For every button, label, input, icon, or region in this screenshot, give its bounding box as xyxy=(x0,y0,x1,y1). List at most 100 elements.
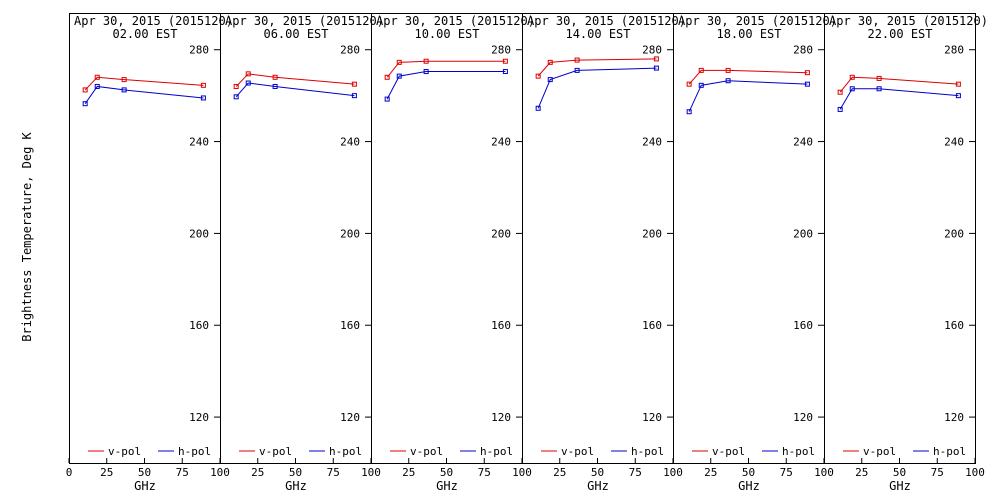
data-point-h-pol xyxy=(849,86,855,92)
data-point-v-pol xyxy=(653,56,659,62)
data-point-v-pol xyxy=(121,77,127,83)
y-tick-label: 240 xyxy=(340,136,360,149)
x-tick-label: 25 xyxy=(855,466,868,479)
y-tick-label: 280 xyxy=(491,44,511,57)
x-tick-label: 25 xyxy=(251,466,264,479)
data-point-v-pol xyxy=(423,58,429,64)
data-point-h-pol xyxy=(245,80,251,86)
panel-time: 06.00 EST xyxy=(263,27,328,41)
legend-label-v-pol: v-pol xyxy=(259,445,292,458)
x-tick-label: 100 xyxy=(814,466,834,479)
data-point-h-pol xyxy=(502,69,508,75)
y-tick-label: 280 xyxy=(340,44,360,57)
x-tick-label: 100 xyxy=(512,466,532,479)
x-tick-label: 50 xyxy=(591,466,604,479)
legend-label-h-pol: h-pol xyxy=(178,445,211,458)
data-point-v-pol xyxy=(82,87,88,93)
data-point-v-pol xyxy=(837,89,843,95)
data-point-v-pol xyxy=(233,83,239,89)
legend-label-v-pol: v-pol xyxy=(561,445,594,458)
data-point-h-pol xyxy=(396,73,402,79)
data-point-h-pol xyxy=(876,86,882,92)
data-point-v-pol xyxy=(245,71,251,77)
x-tick-label: 50 xyxy=(742,466,755,479)
series-line-h-pol xyxy=(235,82,355,98)
series-line-v-pol xyxy=(235,73,355,87)
x-axis-label: GHz xyxy=(134,479,156,493)
x-axis-label: GHz xyxy=(738,479,760,493)
data-point-v-pol xyxy=(804,70,810,76)
x-tick-label: 75 xyxy=(780,466,793,479)
y-tick-label: 160 xyxy=(491,319,511,332)
series-line-v-pol xyxy=(839,76,959,93)
panel-title: Apr 30, 2015 (2015120) xyxy=(527,14,686,28)
x-tick-label: 25 xyxy=(100,466,113,479)
y-tick-label: 160 xyxy=(642,319,662,332)
panel-time: 10.00 EST xyxy=(414,27,479,41)
y-tick-label: 120 xyxy=(793,411,813,424)
data-point-h-pol xyxy=(94,83,100,89)
data-point-v-pol xyxy=(535,73,541,79)
y-tick-label: 120 xyxy=(944,411,964,424)
data-point-v-pol xyxy=(396,59,402,65)
panel-frame xyxy=(824,13,976,464)
legend-label-v-pol: v-pol xyxy=(108,445,141,458)
data-point-h-pol xyxy=(698,82,704,88)
data-point-v-pol xyxy=(698,67,704,73)
series-line-h-pol xyxy=(688,80,808,112)
data-point-v-pol xyxy=(849,74,855,80)
data-point-v-pol xyxy=(574,57,580,63)
panel-title: Apr 30, 2015 (2015120) xyxy=(678,14,837,28)
y-tick-label: 240 xyxy=(189,136,209,149)
y-tick-label: 240 xyxy=(491,136,511,149)
x-tick-label: 100 xyxy=(965,466,985,479)
data-point-h-pol xyxy=(547,77,553,83)
panel-title: Apr 30, 2015 (2015120) xyxy=(829,14,988,28)
panel-2: Apr 30, 2015 (2015120)06.00 EST 120 160 200… xyxy=(219,13,384,493)
legend-label-h-pol: h-pol xyxy=(631,445,664,458)
x-tick-label: 75 xyxy=(478,466,491,479)
y-tick-label: 200 xyxy=(944,227,964,240)
x-tick-label: 25 xyxy=(402,466,415,479)
panel-5: Apr 30, 2015 (2015120)18.00 EST 120 160 200… xyxy=(672,13,837,493)
x-tick-label: 25 xyxy=(553,466,566,479)
data-point-v-pol xyxy=(955,81,961,87)
x-axis-label: GHz xyxy=(285,479,307,493)
data-point-h-pol xyxy=(200,95,206,101)
panel-3: Apr 30, 2015 (2015120)10.00 EST 120 160 200… xyxy=(370,13,535,493)
x-tick-label: 100 xyxy=(361,466,381,479)
y-tick-label: 120 xyxy=(189,411,209,424)
series-line-h-pol xyxy=(839,88,959,110)
x-axis-label: GHz xyxy=(587,479,609,493)
data-point-h-pol xyxy=(653,65,659,71)
panel-title: Apr 30, 2015 (2015120) xyxy=(74,14,233,28)
x-tick-label: 75 xyxy=(176,466,189,479)
y-tick-label: 160 xyxy=(189,319,209,332)
x-tick-label: 50 xyxy=(138,466,151,479)
y-tick-label: 120 xyxy=(340,411,360,424)
y-tick-label: 280 xyxy=(793,44,813,57)
data-point-v-pol xyxy=(94,74,100,80)
x-tick-label: 0 xyxy=(66,466,73,479)
data-point-h-pol xyxy=(804,81,810,87)
x-tick-label: 100 xyxy=(210,466,230,479)
y-tick-label: 280 xyxy=(642,44,662,57)
y-tick-label: 280 xyxy=(944,44,964,57)
y-tick-label: 120 xyxy=(642,411,662,424)
y-tick-label: 120 xyxy=(491,411,511,424)
data-point-v-pol xyxy=(200,82,206,88)
data-point-v-pol xyxy=(384,74,390,80)
legend-label-v-pol: v-pol xyxy=(863,445,896,458)
x-tick-label: 50 xyxy=(440,466,453,479)
series-line-h-pol xyxy=(84,85,204,104)
y-axis-label: Brightness Temperature, Deg K xyxy=(20,131,34,341)
x-tick-label: 75 xyxy=(327,466,340,479)
legend-label-v-pol: v-pol xyxy=(712,445,745,458)
panel-time: 02.00 EST xyxy=(112,27,177,41)
data-point-v-pol xyxy=(502,58,508,64)
y-tick-label: 160 xyxy=(793,319,813,332)
series-line-v-pol xyxy=(84,76,204,91)
series-line-v-pol xyxy=(688,69,808,85)
y-tick-label: 200 xyxy=(189,227,209,240)
